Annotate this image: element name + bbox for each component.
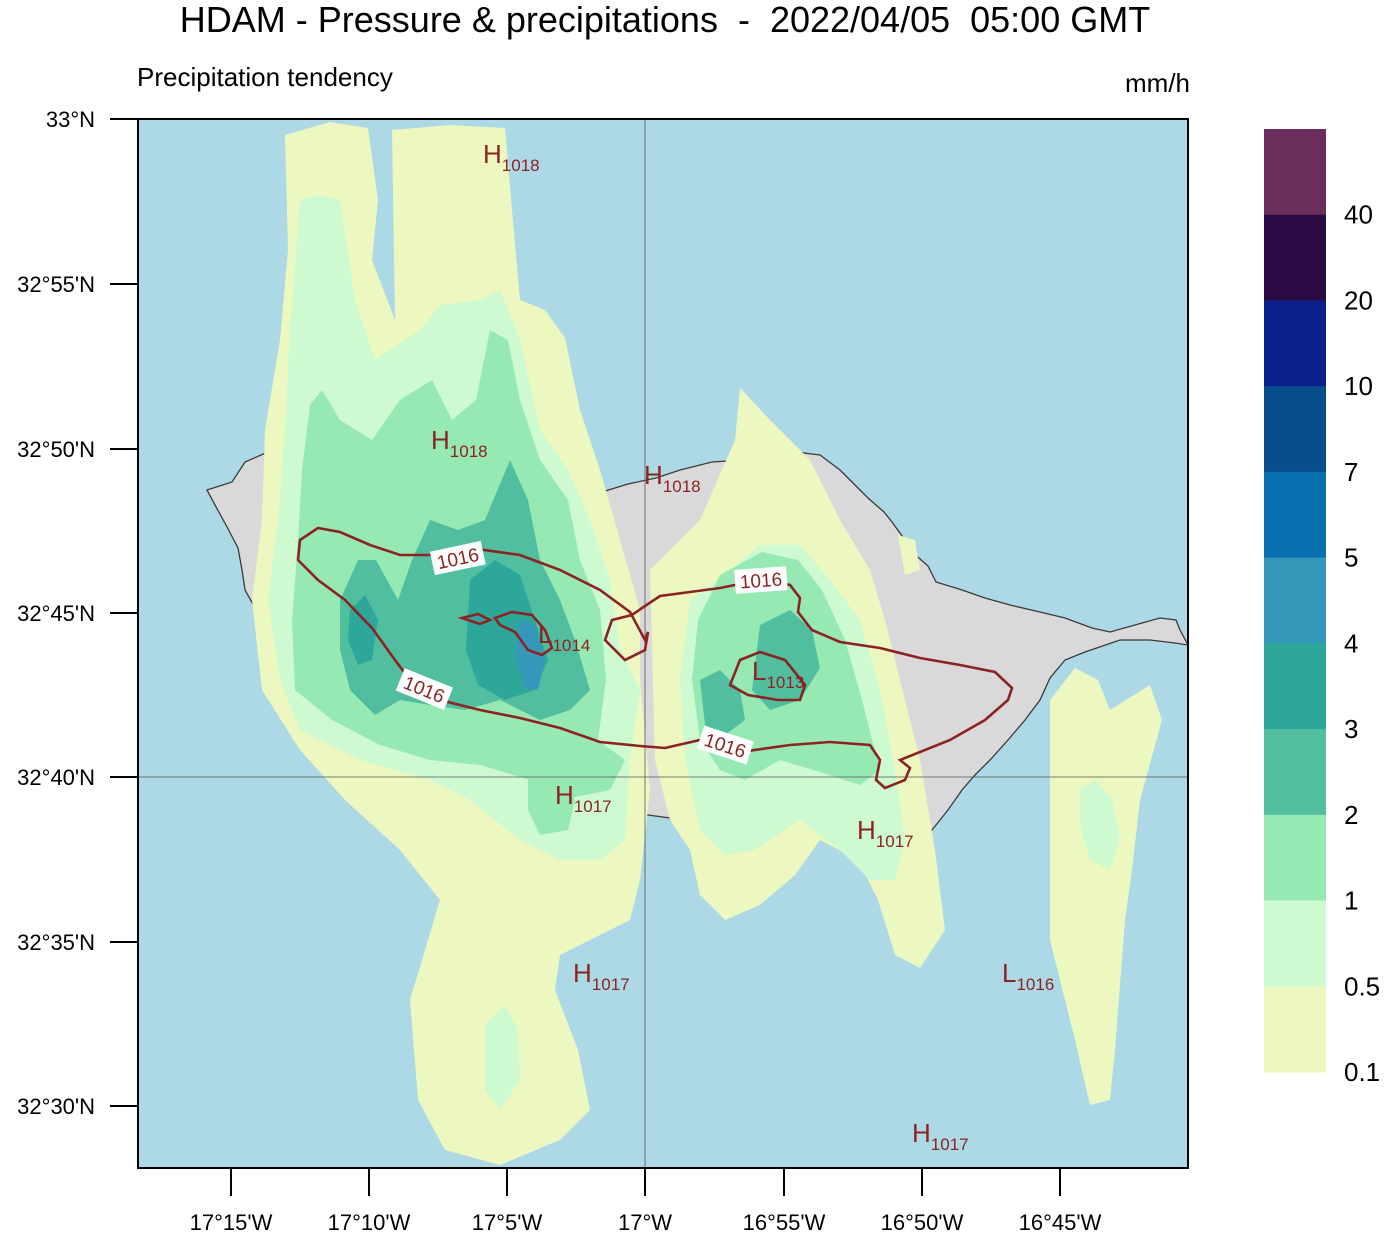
pressure-center: H1017 (857, 815, 914, 851)
lon-tick-label: 17°15'W (190, 1210, 273, 1234)
colorbar-label: 0.1 (1344, 1057, 1380, 1087)
pressure-center: H1018 (483, 139, 540, 175)
lat-axis (110, 118, 138, 1107)
colorbar-label: 7 (1344, 457, 1358, 487)
pressure-center: H1017 (555, 780, 612, 816)
isobar-1013-loop (728, 650, 807, 702)
units-label: mm/h (1125, 68, 1190, 98)
isobars (296, 526, 1014, 790)
colorbar-swatch (1264, 471, 1326, 559)
colorbar-swatch (1264, 986, 1326, 1073)
lat-tick-label: 32°45'N (17, 601, 95, 626)
colorbar-swatch (1264, 214, 1326, 301)
lat-tick-label: 32°30'N (17, 1094, 95, 1119)
pressure-center: L1013 (752, 656, 804, 692)
pressure-center: H1017 (573, 958, 630, 994)
colorbar-label: 10 (1344, 371, 1373, 401)
pressure-center: H1018 (644, 460, 701, 496)
isobar-small-loop (457, 612, 494, 626)
isobar-label-2: 1016 (734, 566, 788, 594)
colorbar-swatch (1264, 729, 1326, 816)
lon-tick-label: 17°5'W (472, 1210, 543, 1234)
lon-tick-label: 16°45'W (1019, 1210, 1102, 1234)
pressure-center: H1017 (912, 1118, 969, 1154)
colorbar-label: 5 (1344, 543, 1358, 573)
colorbar-swatch (1264, 557, 1326, 644)
colorbar-swatch (1264, 386, 1326, 473)
pressure-centers: H1018 H1018 H1018 L1014 L1013 H1017 H101… (431, 139, 1054, 1154)
plot-frame (137, 118, 1189, 1169)
lat-tick-label: 33°N (46, 107, 95, 132)
lat-tick-label: 32°50'N (17, 437, 95, 462)
lon-tick-label: 17°10'W (328, 1210, 411, 1234)
colorbar-swatch (1264, 814, 1326, 902)
colorbar-label: 3 (1344, 714, 1358, 744)
colorbar-swatch (1264, 900, 1326, 987)
lon-tick-label: 17°W (618, 1210, 672, 1234)
lon-tick-label: 16°55'W (743, 1210, 826, 1234)
pressure-center: L1016 (1002, 958, 1054, 994)
colorbar-label: 2 (1344, 800, 1358, 830)
colorbar: 40 20 10 7 5 4 3 2 1 0.5 0.1 (1264, 129, 1380, 1087)
lon-tick-label: 16°50'W (881, 1210, 964, 1234)
isobar-1016-west (296, 526, 1014, 790)
colorbar-label: 1 (1344, 886, 1358, 916)
map-layers: 1016 1016 1016 1016 H1018 H1018 H1018 L1… (138, 119, 1188, 1168)
colorbar-swatch (1264, 300, 1326, 387)
colorbar-label: 0.5 (1344, 971, 1380, 1001)
colorbar-label: 4 (1344, 628, 1358, 658)
pressure-center: L1014 (538, 619, 590, 655)
colorbar-label: 40 (1344, 200, 1373, 230)
precip-band-4 (515, 620, 545, 690)
colorbar-swatch (1264, 129, 1326, 216)
map-subtitle: Precipitation tendency (137, 62, 393, 92)
pressure-center: H1018 (431, 425, 488, 461)
colorbar-label: 20 (1344, 285, 1373, 315)
isobar-label-text: 1016 (739, 570, 783, 594)
lat-tick-label: 32°35'N (17, 930, 95, 955)
lon-axis (230, 1168, 1061, 1196)
lat-tick-label: 32°55'N (17, 272, 95, 297)
map-title: HDAM - Pressure & precipitations - 2022/… (179, 0, 1151, 40)
lat-tick-label: 32°40'N (17, 765, 95, 790)
colorbar-swatch (1264, 643, 1326, 730)
isobar-1014-loop (492, 610, 554, 657)
